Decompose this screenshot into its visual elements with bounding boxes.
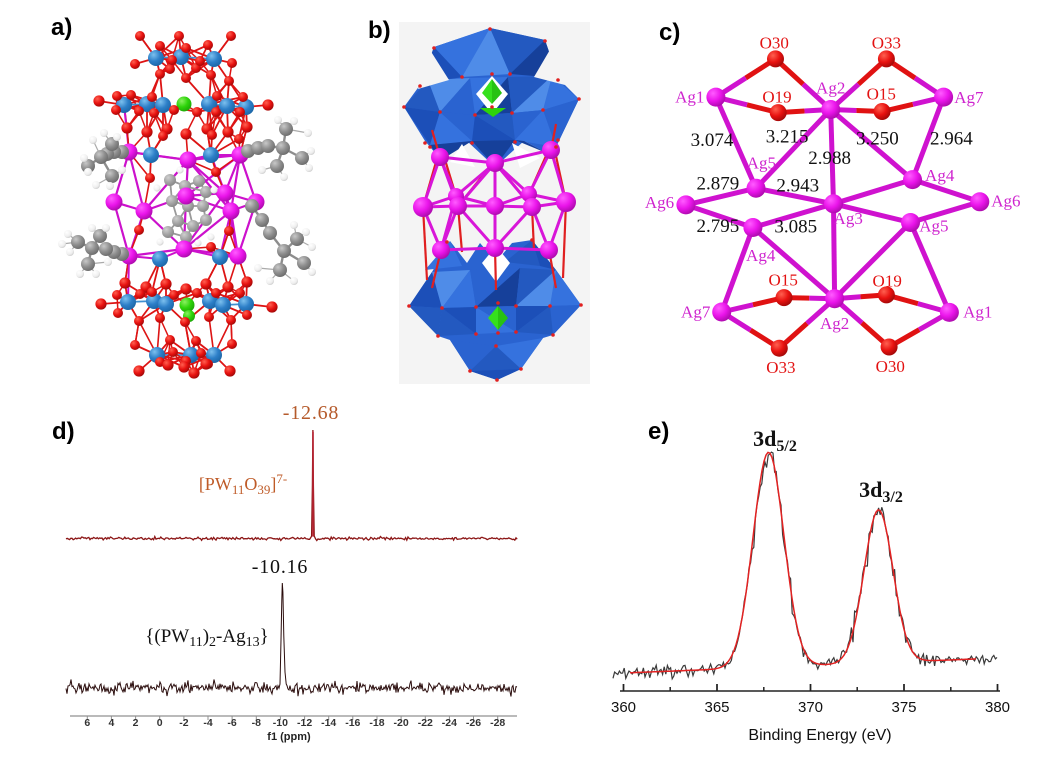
svg-text:375: 375 [891, 699, 916, 716]
svg-text:2.943: 2.943 [776, 175, 819, 196]
svg-text:O15: O15 [867, 84, 896, 103]
svg-text:Ag6: Ag6 [991, 191, 1020, 210]
svg-text:O33: O33 [872, 34, 901, 53]
svg-text:O15: O15 [769, 270, 798, 289]
svg-text:365: 365 [704, 699, 729, 716]
svg-text:-10.16: -10.16 [252, 556, 308, 578]
svg-text:Ag4: Ag4 [925, 166, 955, 185]
svg-text:2.795: 2.795 [697, 216, 740, 237]
svg-text:-20: -20 [394, 717, 409, 729]
svg-text:Ag3: Ag3 [834, 209, 863, 228]
svg-text:6: 6 [84, 717, 90, 729]
svg-text:O19: O19 [762, 87, 791, 106]
svg-text:-2: -2 [179, 717, 188, 729]
svg-text:[PW11O39]7-: [PW11O39]7- [199, 471, 287, 497]
svg-text:3.215: 3.215 [766, 127, 809, 148]
svg-text:3d3/2: 3d3/2 [859, 477, 903, 506]
svg-text:Ag5: Ag5 [747, 153, 776, 172]
svg-text:O19: O19 [873, 271, 902, 290]
svg-text:-24: -24 [442, 717, 457, 729]
svg-text:-4: -4 [203, 717, 212, 729]
svg-text:-10: -10 [273, 717, 288, 729]
svg-text:Ag6: Ag6 [645, 193, 674, 212]
svg-text:-12: -12 [297, 717, 312, 729]
svg-text:-18: -18 [369, 717, 384, 729]
svg-text:-6: -6 [227, 717, 236, 729]
svg-text:-16: -16 [345, 717, 360, 729]
svg-text:O30: O30 [760, 34, 789, 53]
svg-text:O30: O30 [876, 357, 905, 376]
svg-text:-26: -26 [466, 717, 481, 729]
svg-text:Binding Energy (eV): Binding Energy (eV) [748, 727, 891, 744]
svg-text:3d5/2: 3d5/2 [753, 426, 797, 455]
svg-text:Ag2: Ag2 [820, 314, 849, 333]
svg-text:0: 0 [157, 717, 163, 729]
svg-text:-12.68: -12.68 [283, 402, 339, 424]
svg-text:-22: -22 [418, 717, 433, 729]
svg-text:2: 2 [133, 717, 139, 729]
svg-text:Ag1: Ag1 [963, 302, 992, 321]
svg-text:Ag7: Ag7 [954, 88, 984, 107]
svg-text:-14: -14 [321, 717, 336, 729]
svg-text:Ag2: Ag2 [816, 78, 845, 97]
svg-text:3.074: 3.074 [691, 130, 734, 151]
svg-text:370: 370 [798, 699, 823, 716]
svg-text:f1 (ppm): f1 (ppm) [267, 731, 311, 743]
svg-text:Ag5: Ag5 [919, 217, 948, 236]
svg-text:Ag1: Ag1 [675, 87, 704, 106]
svg-text:4: 4 [108, 717, 114, 729]
svg-text:2.964: 2.964 [930, 129, 973, 150]
svg-text:3.250: 3.250 [856, 129, 899, 150]
svg-text:Ag4: Ag4 [746, 246, 776, 265]
svg-text:360: 360 [611, 699, 636, 716]
svg-text:Ag7: Ag7 [681, 302, 711, 321]
svg-text:3.085: 3.085 [774, 217, 817, 238]
svg-text:-28: -28 [490, 717, 505, 729]
svg-text:O33: O33 [766, 358, 795, 377]
svg-text:{(PW11)2-Ag13}: {(PW11)2-Ag13} [145, 626, 268, 650]
svg-text:2.879: 2.879 [697, 173, 740, 194]
svg-text:380: 380 [985, 699, 1010, 716]
svg-text:2.988: 2.988 [808, 148, 851, 169]
svg-text:-8: -8 [252, 717, 261, 729]
